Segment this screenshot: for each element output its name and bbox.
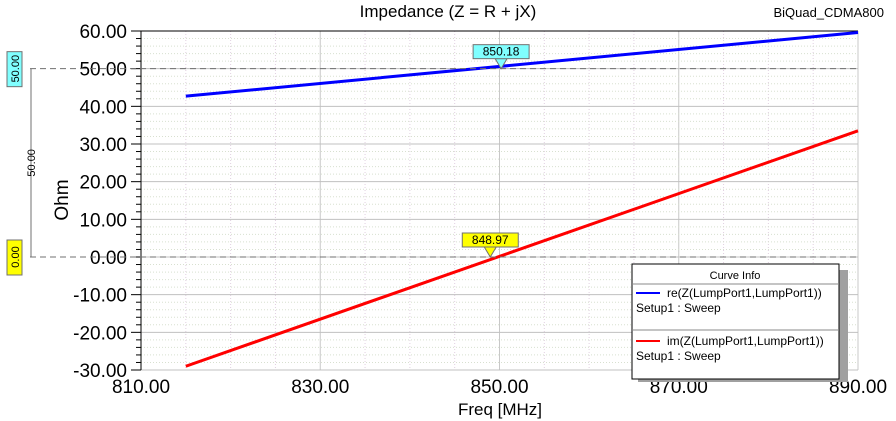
y-tick-label: 40.00	[79, 97, 127, 118]
legend-setup-re: Setup1 : Sweep	[636, 301, 721, 315]
marker-label: 850.18	[483, 45, 520, 59]
marker-y-label: 50.00	[10, 55, 22, 83]
markers-layer: 850.18 50.00 848.97 0.00 50.00	[6, 44, 858, 276]
chart-title: Impedance (Z = R + jX)	[360, 2, 537, 21]
x-axis-label: Freq [MHz]	[458, 400, 542, 419]
y-tick-label: 50.00	[79, 60, 127, 81]
y-tick-label: 20.00	[79, 173, 127, 194]
legend-series-re: re(Z(LumpPort1,LumpPort1))	[667, 286, 822, 300]
x-tick-label: 850.00	[470, 377, 528, 398]
y-tick-label: 0.00	[90, 248, 127, 269]
x-tick-label: 890.00	[829, 377, 887, 398]
marker-label-box	[472, 44, 530, 60]
y-tick-label: 10.00	[79, 210, 127, 231]
marker-pointer	[483, 246, 498, 258]
marker-y-label-box	[6, 239, 23, 276]
x-tick-label: 870.00	[650, 377, 708, 398]
x-tick-label: 830.00	[291, 377, 349, 398]
y-tick-label: -10.00	[73, 286, 127, 307]
marker-y-label: 0.00	[10, 246, 22, 267]
y-axis-label: Ohm	[52, 179, 73, 220]
legend-series-im: im(Z(LumpPort1,LumpPort1))	[667, 334, 824, 348]
y-tick-label: -30.00	[73, 361, 127, 382]
y-tick-label: 30.00	[79, 135, 127, 156]
series-line-re	[185, 31, 859, 98]
marker-y-label-box	[6, 51, 23, 88]
marker-label-box	[461, 232, 519, 248]
delta-label: 50.00	[26, 149, 38, 177]
series-line-im	[185, 129, 859, 368]
marker-label: 848.97	[472, 233, 509, 247]
axes: 60.00 50.00 40.00 30.00 20.00 10.00 0.00 -10.00…	[73, 22, 887, 398]
legend-title: Curve Info	[710, 270, 761, 282]
y-tick-label: 60.00	[79, 22, 127, 43]
y-tick-label: -20.00	[73, 323, 127, 344]
legend-setup-im: Setup1 : Sweep	[636, 349, 721, 363]
legend[interactable]: Curve Info re(Z(LumpPort1,LumpPort1)) Se…	[631, 263, 848, 382]
x-tick-label: 810.00	[112, 377, 170, 398]
design-name: BiQuad_CDMA800	[773, 5, 884, 20]
series-layer	[185, 31, 859, 368]
